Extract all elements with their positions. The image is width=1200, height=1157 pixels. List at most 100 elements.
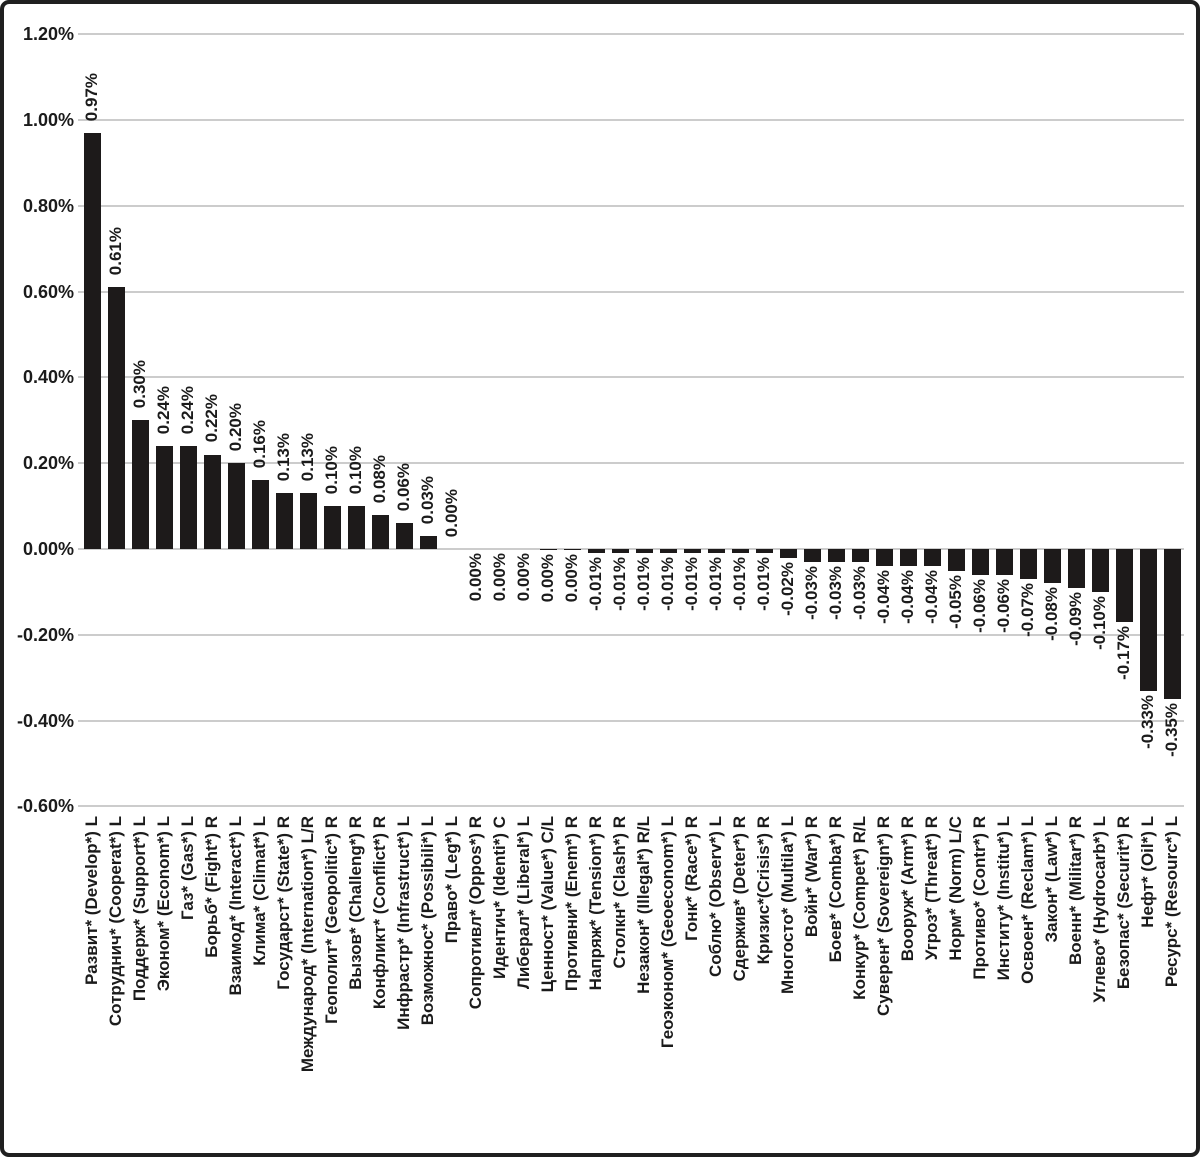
bar-value-label: -0.04% <box>898 570 918 625</box>
category-label: Незакон* (Illegal*) R/L <box>634 816 654 994</box>
category-label: Вызов* (Challeng*) R <box>346 816 366 990</box>
gridline <box>78 290 1184 293</box>
category-label: Идентич* (Identi*) C <box>490 816 510 979</box>
category-label: Гонк* (Race*) R <box>682 816 702 941</box>
bar <box>875 549 893 567</box>
y-tick-label: 0.40% <box>22 367 74 388</box>
y-tick-label: 0.20% <box>22 453 74 474</box>
bar <box>539 549 557 550</box>
bar-value-label: 0.10% <box>322 445 342 495</box>
gridline <box>78 376 1184 379</box>
bar <box>971 549 989 575</box>
bar <box>1163 549 1181 700</box>
bar <box>419 536 437 549</box>
y-tick-label: 0.80% <box>22 195 74 216</box>
bar <box>107 287 125 549</box>
bar-value-label: -0.01% <box>682 557 702 612</box>
bar-value-label: 0.00% <box>562 554 582 603</box>
bar <box>1019 549 1037 579</box>
bar-value-label: 0.22% <box>202 394 222 443</box>
bar <box>1091 549 1109 592</box>
bar-value-label: 0.24% <box>154 385 174 434</box>
category-label: Кризис*(Crisis*) R <box>754 816 774 965</box>
bar-value-label: -0.09% <box>1066 591 1086 646</box>
bar <box>851 549 869 562</box>
gridline <box>78 33 1184 36</box>
bar-value-label: -0.06% <box>994 578 1014 633</box>
bar-value-label: -0.03% <box>802 565 822 620</box>
bar <box>323 506 341 549</box>
bar <box>731 549 749 554</box>
bar <box>1067 549 1085 588</box>
bar <box>203 454 221 549</box>
bar <box>251 480 269 549</box>
bar <box>227 463 245 549</box>
category-label: Эконом* (Econom*) L <box>154 816 174 992</box>
bar-value-label: -0.03% <box>850 565 870 620</box>
bar-value-label: 0.00% <box>514 553 534 602</box>
category-label: Соблю* (Observ*) L <box>706 816 726 978</box>
bar-value-label: -0.01% <box>754 557 774 612</box>
gridline <box>78 719 1184 722</box>
y-tick-label: 1.00% <box>22 110 74 130</box>
bar-value-label: -0.33% <box>1138 694 1158 749</box>
category-label: Поддерж* (Support*) L <box>130 816 150 1002</box>
category-label: Борьб* (Fight*) R <box>202 816 222 958</box>
category-label: Сдержив* (Deter*) R <box>730 816 750 982</box>
bar <box>563 549 581 551</box>
category-label: Углево* (Hydrocarb*) L <box>1090 816 1110 1003</box>
bar <box>779 549 797 558</box>
bar-value-label: -0.07% <box>1018 583 1038 637</box>
bar-value-label: -0.05% <box>946 574 966 629</box>
bar <box>827 549 845 562</box>
bar <box>275 493 293 549</box>
category-label: Конфликт* (Conflict*) R <box>370 816 390 1010</box>
bar <box>83 132 101 549</box>
bar-value-label: -0.01% <box>610 557 630 612</box>
y-tick-label: 0.00% <box>22 539 74 559</box>
gridline <box>78 633 1184 636</box>
bar <box>611 549 629 554</box>
bar-value-label: 0.24% <box>178 385 198 434</box>
category-label: Норм* (Norm) L/C <box>946 816 966 961</box>
bar-value-label: -0.17% <box>1114 625 1134 680</box>
bar <box>1139 549 1157 691</box>
category-label: Конкур* (Compet*) R/L <box>850 816 870 1000</box>
bar-value-label: 0.30% <box>130 360 150 409</box>
bar-value-label: -0.02% <box>778 561 798 616</box>
category-label: Возможнос* (Possibili*) L <box>418 816 438 1026</box>
category-label: Напряж* (Tension*) R <box>586 816 606 991</box>
y-tick-label: -0.40% <box>16 710 74 731</box>
bar-value-label: -0.04% <box>922 570 942 625</box>
bar-value-label: 0.03% <box>418 475 438 525</box>
bar <box>899 549 917 567</box>
category-label: Вооруж* (Arm*) R <box>898 816 918 962</box>
category-label: Боев* (Comba*) R <box>826 816 846 963</box>
bar <box>755 549 773 554</box>
y-tick-label: 0.60% <box>22 281 74 302</box>
category-label: Столкн* (Clash*) R <box>610 816 630 969</box>
bar-value-label: 0.00% <box>538 554 558 603</box>
category-label: Нефт* (Oil*) L <box>1138 816 1158 928</box>
bar-value-label: -0.01% <box>634 557 654 612</box>
bar <box>299 493 317 549</box>
bar-value-label: -0.03% <box>826 565 846 620</box>
category-label: Ресурс* (Resourc*) L <box>1162 816 1182 988</box>
bar <box>995 549 1013 575</box>
category-label: Ценност* (Value*) C/L <box>538 816 558 993</box>
category-label: Войн* (War*) R <box>802 816 822 938</box>
bar <box>1115 549 1133 622</box>
category-label: Угроз* (Threat*) R <box>922 816 942 961</box>
bar-value-label: 0.61% <box>106 227 126 276</box>
bar-value-label: -0.35% <box>1162 703 1182 757</box>
bar <box>395 523 413 549</box>
bar <box>155 446 173 549</box>
category-label: Институ* (Institu*) L <box>994 816 1014 981</box>
y-tick-label: 1.20% <box>22 24 74 45</box>
bar-value-label: 0.20% <box>226 403 246 452</box>
bar-value-label: -0.01% <box>706 557 726 612</box>
bar-value-label: -0.10% <box>1090 595 1110 650</box>
category-label: Освоен* (Reclam*) L <box>1018 816 1038 984</box>
bar <box>131 420 149 549</box>
gridline <box>78 548 1184 550</box>
